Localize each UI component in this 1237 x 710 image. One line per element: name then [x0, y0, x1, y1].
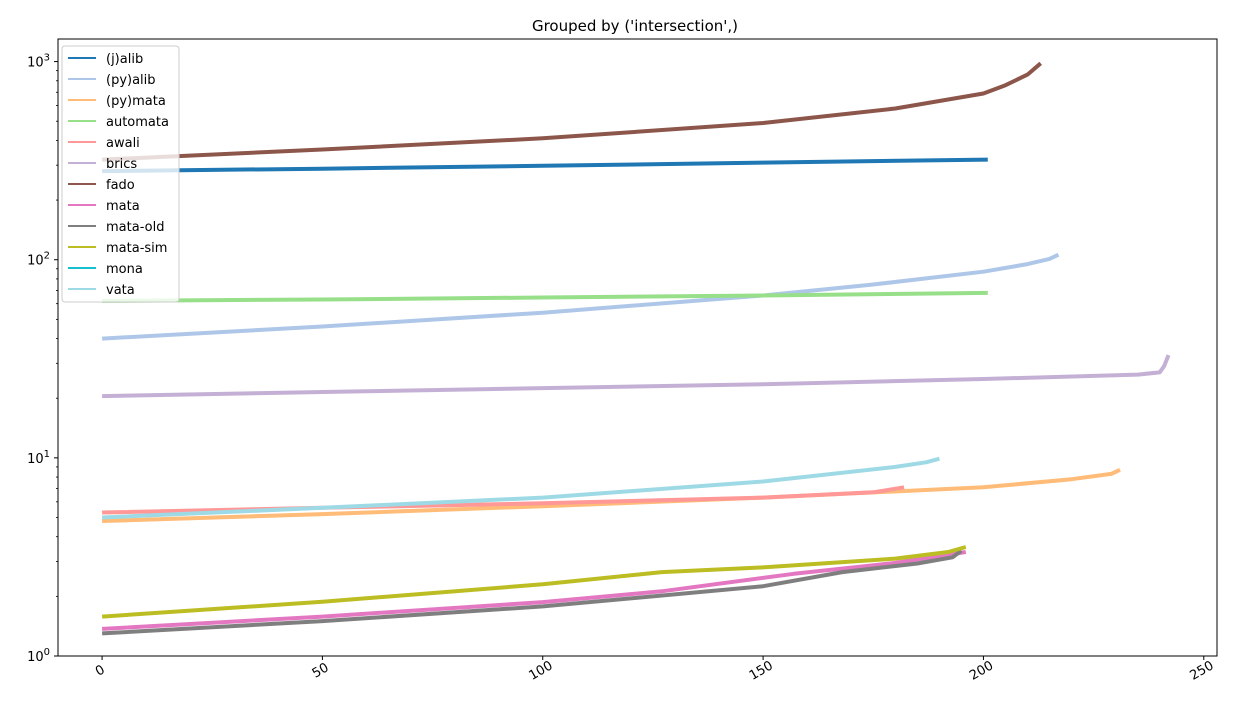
legend-label: (py)alib — [106, 73, 156, 88]
chart-title: Grouped by ('intersection',) — [532, 17, 738, 35]
y-axis: 100 101 102 103 — [27, 53, 58, 665]
y-tick-label: 102 — [27, 251, 50, 269]
series-line-11 — [102, 456, 940, 520]
x-tick-label: 250 — [1188, 658, 1217, 683]
x-tick-label: 0 — [93, 662, 108, 679]
series-line-7 — [101, 550, 967, 631]
legend-label: automata — [106, 115, 169, 130]
y-tick-label: 101 — [27, 449, 50, 467]
legend-label: (py)mata — [106, 94, 166, 109]
series-line-5 — [102, 354, 1171, 399]
legend: (j)alib (py)alib (py)mata automata awali bric… — [61, 45, 180, 303]
legend-label: mata-old — [106, 220, 164, 235]
series-line-6 — [102, 61, 1043, 162]
x-axis: 0 50 100 150 200 250 — [93, 656, 1217, 684]
y-tick-label: 103 — [27, 53, 50, 71]
legend-label: brics — [106, 157, 137, 172]
plot-series — [101, 61, 1171, 636]
x-tick-label: 150 — [747, 658, 776, 683]
y-tick-label: 100 — [27, 647, 50, 665]
series-line-3 — [102, 290, 988, 303]
legend-label: (j)alib — [106, 52, 143, 67]
legend-label: fado — [106, 178, 135, 193]
x-tick-label: 50 — [310, 660, 332, 681]
legend-box — [61, 45, 180, 303]
x-tick-label: 200 — [967, 658, 996, 683]
plot-frame — [57, 38, 1218, 657]
series-line-8 — [101, 549, 963, 636]
series-line-1 — [101, 252, 1060, 341]
x-tick-label: 100 — [527, 658, 556, 683]
legend-label: mata-sim — [106, 241, 167, 256]
legend-label: awali — [106, 136, 140, 151]
legend-label: vata — [106, 283, 135, 298]
series-line-2 — [102, 467, 1121, 523]
legend-label: mata — [106, 199, 140, 214]
series-line-9 — [101, 545, 967, 619]
legend-label: mona — [106, 262, 143, 277]
series-line-0 — [102, 157, 988, 174]
